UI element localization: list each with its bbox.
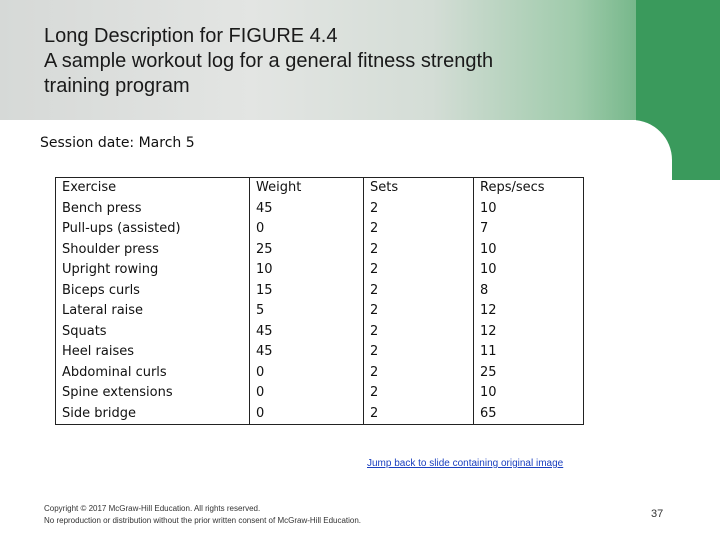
cell-sets: 2 — [363, 280, 474, 301]
slide-title: Long Description for FIGURE 4.4 A sample… — [44, 24, 664, 99]
title-line-2: A sample workout log for a general fitne… — [44, 50, 494, 72]
cell-sets: 2 — [363, 260, 474, 281]
jump-back-link[interactable]: Jump back to slide containing original i… — [367, 458, 564, 469]
cell-weight: 0 — [249, 403, 364, 425]
table-header-row: Exercise Weight Sets Reps/secs — [55, 177, 584, 199]
cell-exercise: Heel raises — [55, 342, 250, 363]
cell-exercise: Spine extensions — [55, 383, 250, 404]
footer-line-2: No reproduction or distribution without … — [44, 516, 362, 525]
cell-exercise: Abdominal curls — [55, 362, 250, 383]
cell-reps: 10 — [473, 383, 584, 404]
cell-reps: 12 — [473, 301, 584, 322]
cell-reps: 11 — [473, 342, 584, 363]
cell-sets: 2 — [363, 321, 474, 342]
session-date: Session date: March 5 — [40, 135, 195, 151]
table-row: Upright rowing 10 2 10 — [55, 260, 584, 281]
cell-sets: 2 — [363, 239, 474, 260]
cell-exercise: Lateral raise — [55, 301, 250, 322]
cell-sets: 2 — [363, 403, 474, 425]
header-band — [0, 0, 720, 120]
header-reps: Reps/secs — [473, 177, 584, 199]
table-row: Heel raises 45 2 11 — [55, 342, 584, 363]
title-line-1: Long Description for FIGURE 4.4 — [44, 25, 338, 47]
cell-weight: 25 — [249, 239, 364, 260]
title-line-3: training program — [44, 75, 190, 97]
cell-sets: 2 — [363, 383, 474, 404]
cell-sets: 2 — [363, 362, 474, 383]
cell-exercise: Bench press — [55, 198, 250, 219]
cell-exercise: Shoulder press — [55, 239, 250, 260]
cell-reps: 10 — [473, 239, 584, 260]
table-row: Biceps curls 15 2 8 — [55, 280, 584, 301]
cell-reps: 7 — [473, 219, 584, 240]
cell-exercise: Pull-ups (assisted) — [55, 219, 250, 240]
cell-reps: 25 — [473, 362, 584, 383]
copyright-footer: Copyright © 2017 McGraw-Hill Education. … — [44, 503, 361, 527]
table-row: Side bridge 0 2 65 — [55, 403, 584, 425]
cell-weight: 0 — [249, 362, 364, 383]
cell-weight: 45 — [249, 321, 364, 342]
cell-reps: 65 — [473, 403, 584, 425]
cell-weight: 10 — [249, 260, 364, 281]
table-row: Abdominal curls 0 2 25 — [55, 362, 584, 383]
table-row: Squats 45 2 12 — [55, 321, 584, 342]
cell-exercise: Squats — [55, 321, 250, 342]
cell-exercise: Upright rowing — [55, 260, 250, 281]
table-row: Spine extensions 0 2 10 — [55, 383, 584, 404]
cell-weight: 5 — [249, 301, 364, 322]
cell-sets: 2 — [363, 342, 474, 363]
table-row: Lateral raise 5 2 12 — [55, 301, 584, 322]
cell-reps: 10 — [473, 260, 584, 281]
table-row: Pull-ups (assisted) 0 2 7 — [55, 219, 584, 240]
cell-reps: 12 — [473, 321, 584, 342]
cell-weight: 15 — [249, 280, 364, 301]
cell-weight: 45 — [249, 198, 364, 219]
cell-reps: 8 — [473, 280, 584, 301]
cell-exercise: Side bridge — [55, 403, 250, 425]
footer-line-1: Copyright © 2017 McGraw-Hill Education. … — [44, 504, 261, 513]
cell-weight: 0 — [249, 383, 364, 404]
table-row: Shoulder press 25 2 10 — [55, 239, 584, 260]
cell-reps: 10 — [473, 198, 584, 219]
header-sets: Sets — [363, 177, 474, 199]
header-weight: Weight — [249, 177, 364, 199]
cell-weight: 45 — [249, 342, 364, 363]
workout-log-table: Exercise Weight Sets Reps/secs Bench pre… — [55, 177, 584, 425]
page-number: 37 — [651, 508, 664, 520]
cell-weight: 0 — [249, 219, 364, 240]
header-exercise: Exercise — [55, 177, 250, 199]
cell-sets: 2 — [363, 219, 474, 240]
cell-sets: 2 — [363, 301, 474, 322]
cell-exercise: Biceps curls — [55, 280, 250, 301]
table-row: Bench press 45 2 10 — [55, 198, 584, 219]
cell-sets: 2 — [363, 198, 474, 219]
